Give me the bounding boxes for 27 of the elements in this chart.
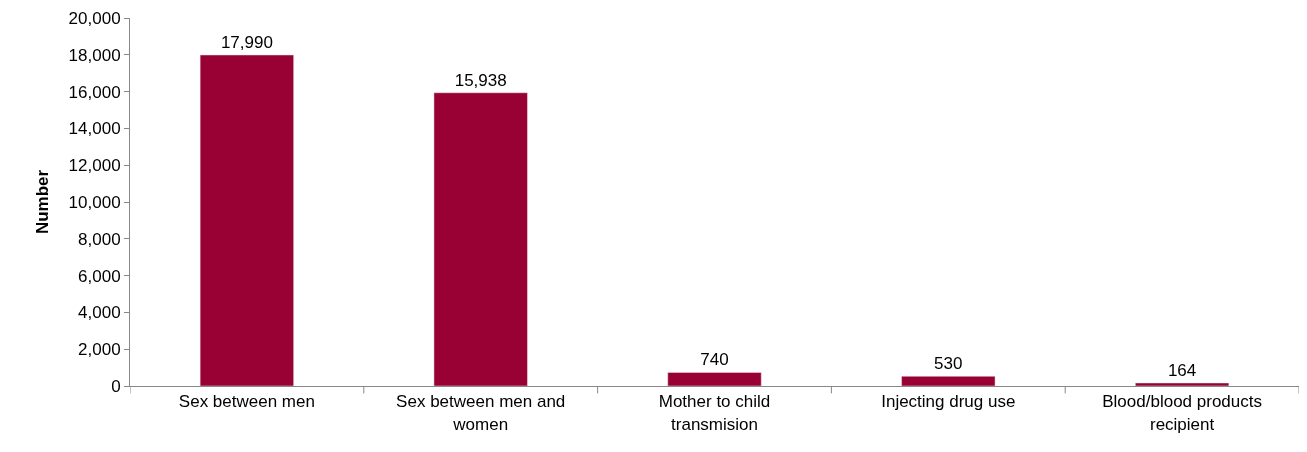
- bar: [667, 372, 762, 386]
- data-label: 164: [1167, 360, 1197, 380]
- data-label: 15,938: [454, 70, 507, 90]
- y-tick-label: 16,000: [68, 82, 121, 102]
- data-label: 740: [700, 350, 729, 370]
- y-tick-label: 10,000: [68, 192, 121, 212]
- y-tick-label: 20,000: [68, 8, 121, 28]
- y-tick-label: 18,000: [68, 45, 121, 65]
- y-tick-label: 4,000: [78, 303, 121, 323]
- data-label: 530: [934, 354, 963, 374]
- bar: [433, 92, 528, 386]
- x-tick-label: Blood/blood products recipient: [1102, 392, 1262, 434]
- x-tick-label: Sex between men: [178, 392, 315, 412]
- x-tick-label: Sex between men and women: [396, 392, 566, 434]
- bar: [1135, 382, 1230, 386]
- y-tick-label: 6,000: [78, 266, 121, 286]
- y-tick-label: 2,000: [78, 340, 121, 360]
- y-tick-label: 8,000: [78, 229, 121, 249]
- y-axis-title: Number: [33, 169, 53, 235]
- x-tick-label: Mother to child transmision: [658, 392, 771, 434]
- bar: [199, 54, 294, 386]
- x-tick-label: Injecting drug use: [881, 392, 1016, 412]
- y-tick-label: 12,000: [68, 156, 121, 176]
- y-tick-label: 0: [111, 376, 121, 396]
- data-label: 17,990: [220, 32, 273, 52]
- y-tick-label: 14,000: [68, 119, 121, 139]
- bar: [901, 376, 996, 386]
